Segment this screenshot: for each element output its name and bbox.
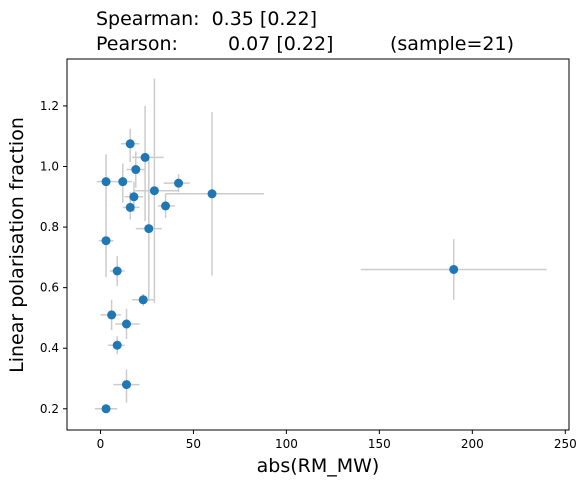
- title-line-1-prefix: Spearman:: [96, 8, 200, 30]
- x-tick-label: 250: [554, 437, 577, 451]
- data-point: [207, 189, 217, 199]
- title-line-1-value: 0.35 [0.22]: [212, 8, 317, 30]
- x-axis-label: abs(RM_MW): [257, 455, 380, 477]
- y-tick-label: 0.2: [40, 402, 59, 416]
- data-point: [101, 236, 111, 246]
- data-point: [449, 264, 459, 274]
- data-point: [138, 295, 148, 305]
- y-axis-ticks: 0.2 0.4 0.6 0.8 1.0 1.2: [40, 99, 67, 416]
- title-line-2-prefix: Pearson:: [96, 33, 178, 55]
- point-layer: [101, 139, 459, 414]
- data-point: [125, 139, 135, 149]
- plot-frame: [66, 58, 570, 431]
- x-tick-label: 200: [461, 437, 484, 451]
- data-point: [101, 404, 111, 414]
- data-point: [125, 202, 135, 212]
- x-axis-ticks: 0 50 100 150 200 250: [97, 430, 577, 451]
- data-point: [112, 340, 122, 350]
- data-point: [161, 201, 171, 211]
- data-point: [107, 310, 117, 320]
- x-tick-label: 150: [368, 437, 391, 451]
- y-tick-label: 0.8: [40, 220, 59, 234]
- title-line-2-value: 0.07 [0.22]: [228, 33, 333, 55]
- data-point: [149, 186, 159, 196]
- data-point: [144, 224, 154, 234]
- title-line-2-suffix: (sample=21): [390, 33, 514, 55]
- data-point: [174, 178, 184, 188]
- chart-title-line-1: Spearman: 0.35 [0.22]: [96, 8, 317, 30]
- y-axis-label: Linear polarisation fraction: [6, 117, 28, 373]
- x-tick-label: 50: [186, 437, 201, 451]
- errorbar-layer: [94, 78, 547, 412]
- y-tick-label: 1.0: [40, 160, 59, 174]
- data-point: [129, 192, 139, 202]
- y-tick-label: 0.4: [40, 341, 59, 355]
- x-tick-label: 0: [97, 437, 105, 451]
- data-point: [131, 165, 141, 175]
- data-point: [140, 152, 150, 162]
- y-tick-label: 1.2: [40, 99, 59, 113]
- data-point: [121, 380, 131, 390]
- data-point: [101, 177, 111, 187]
- y-tick-label: 0.6: [40, 281, 59, 295]
- data-point: [112, 266, 122, 276]
- x-tick-label: 100: [275, 437, 298, 451]
- data-point: [121, 319, 131, 329]
- data-point: [118, 177, 128, 187]
- chart-title-line-2: Pearson: 0.07 [0.22] (sample=21): [96, 33, 514, 55]
